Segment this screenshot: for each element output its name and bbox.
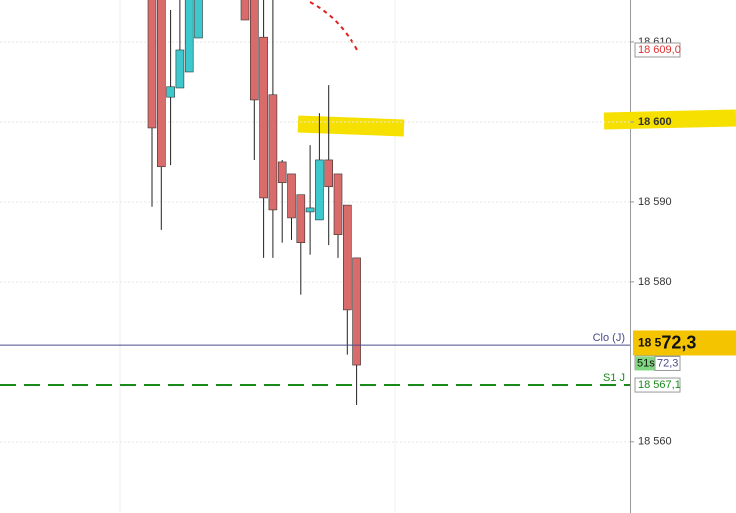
candle-body	[277, 161, 287, 184]
price-tag	[634, 42, 681, 58]
candle-body	[352, 257, 361, 366]
y-tick-label: 18 580	[638, 276, 672, 288]
price-prefix: 18 5	[638, 336, 662, 350]
price-suffix: 72,3	[661, 332, 696, 352]
y-tick-label: 18 590	[638, 196, 672, 208]
candle-body	[305, 207, 315, 213]
candle-body	[157, 0, 166, 168]
candle-body	[287, 173, 296, 219]
price-tag	[634, 377, 681, 393]
timer-label: 51s	[637, 357, 655, 369]
candle-body	[184, 0, 194, 73]
small-price-label: 72,3	[657, 357, 678, 369]
level-label: S1 J	[603, 372, 625, 384]
price-tag-label: 18 609,0	[638, 44, 681, 56]
candle-body	[147, 0, 157, 129]
y-tick-label: 18 600	[638, 116, 672, 128]
candle-body	[259, 36, 268, 199]
small-price-box	[654, 355, 681, 371]
candle-body	[194, 0, 203, 39]
candle-body	[315, 159, 324, 221]
highlight	[603, 109, 736, 130]
candle-body	[342, 204, 352, 311]
last-price-box	[633, 330, 736, 356]
candle-body	[324, 159, 334, 188]
y-tick-label: 18 560	[638, 436, 672, 448]
candle-body	[240, 0, 250, 21]
candle-body	[333, 173, 343, 236]
level-label: Clo (J)	[593, 332, 625, 344]
highlight	[297, 115, 405, 137]
timer-box	[635, 356, 655, 371]
price-tag-label: 18 567,1	[638, 379, 681, 391]
candle-body	[268, 94, 278, 211]
candle-body	[166, 86, 175, 98]
last-price-label: 18 572,3	[638, 332, 696, 352]
candle-body	[175, 49, 185, 89]
candle-body	[250, 0, 259, 101]
candle-body	[296, 194, 306, 244]
drawing-arc	[309, 1, 358, 51]
